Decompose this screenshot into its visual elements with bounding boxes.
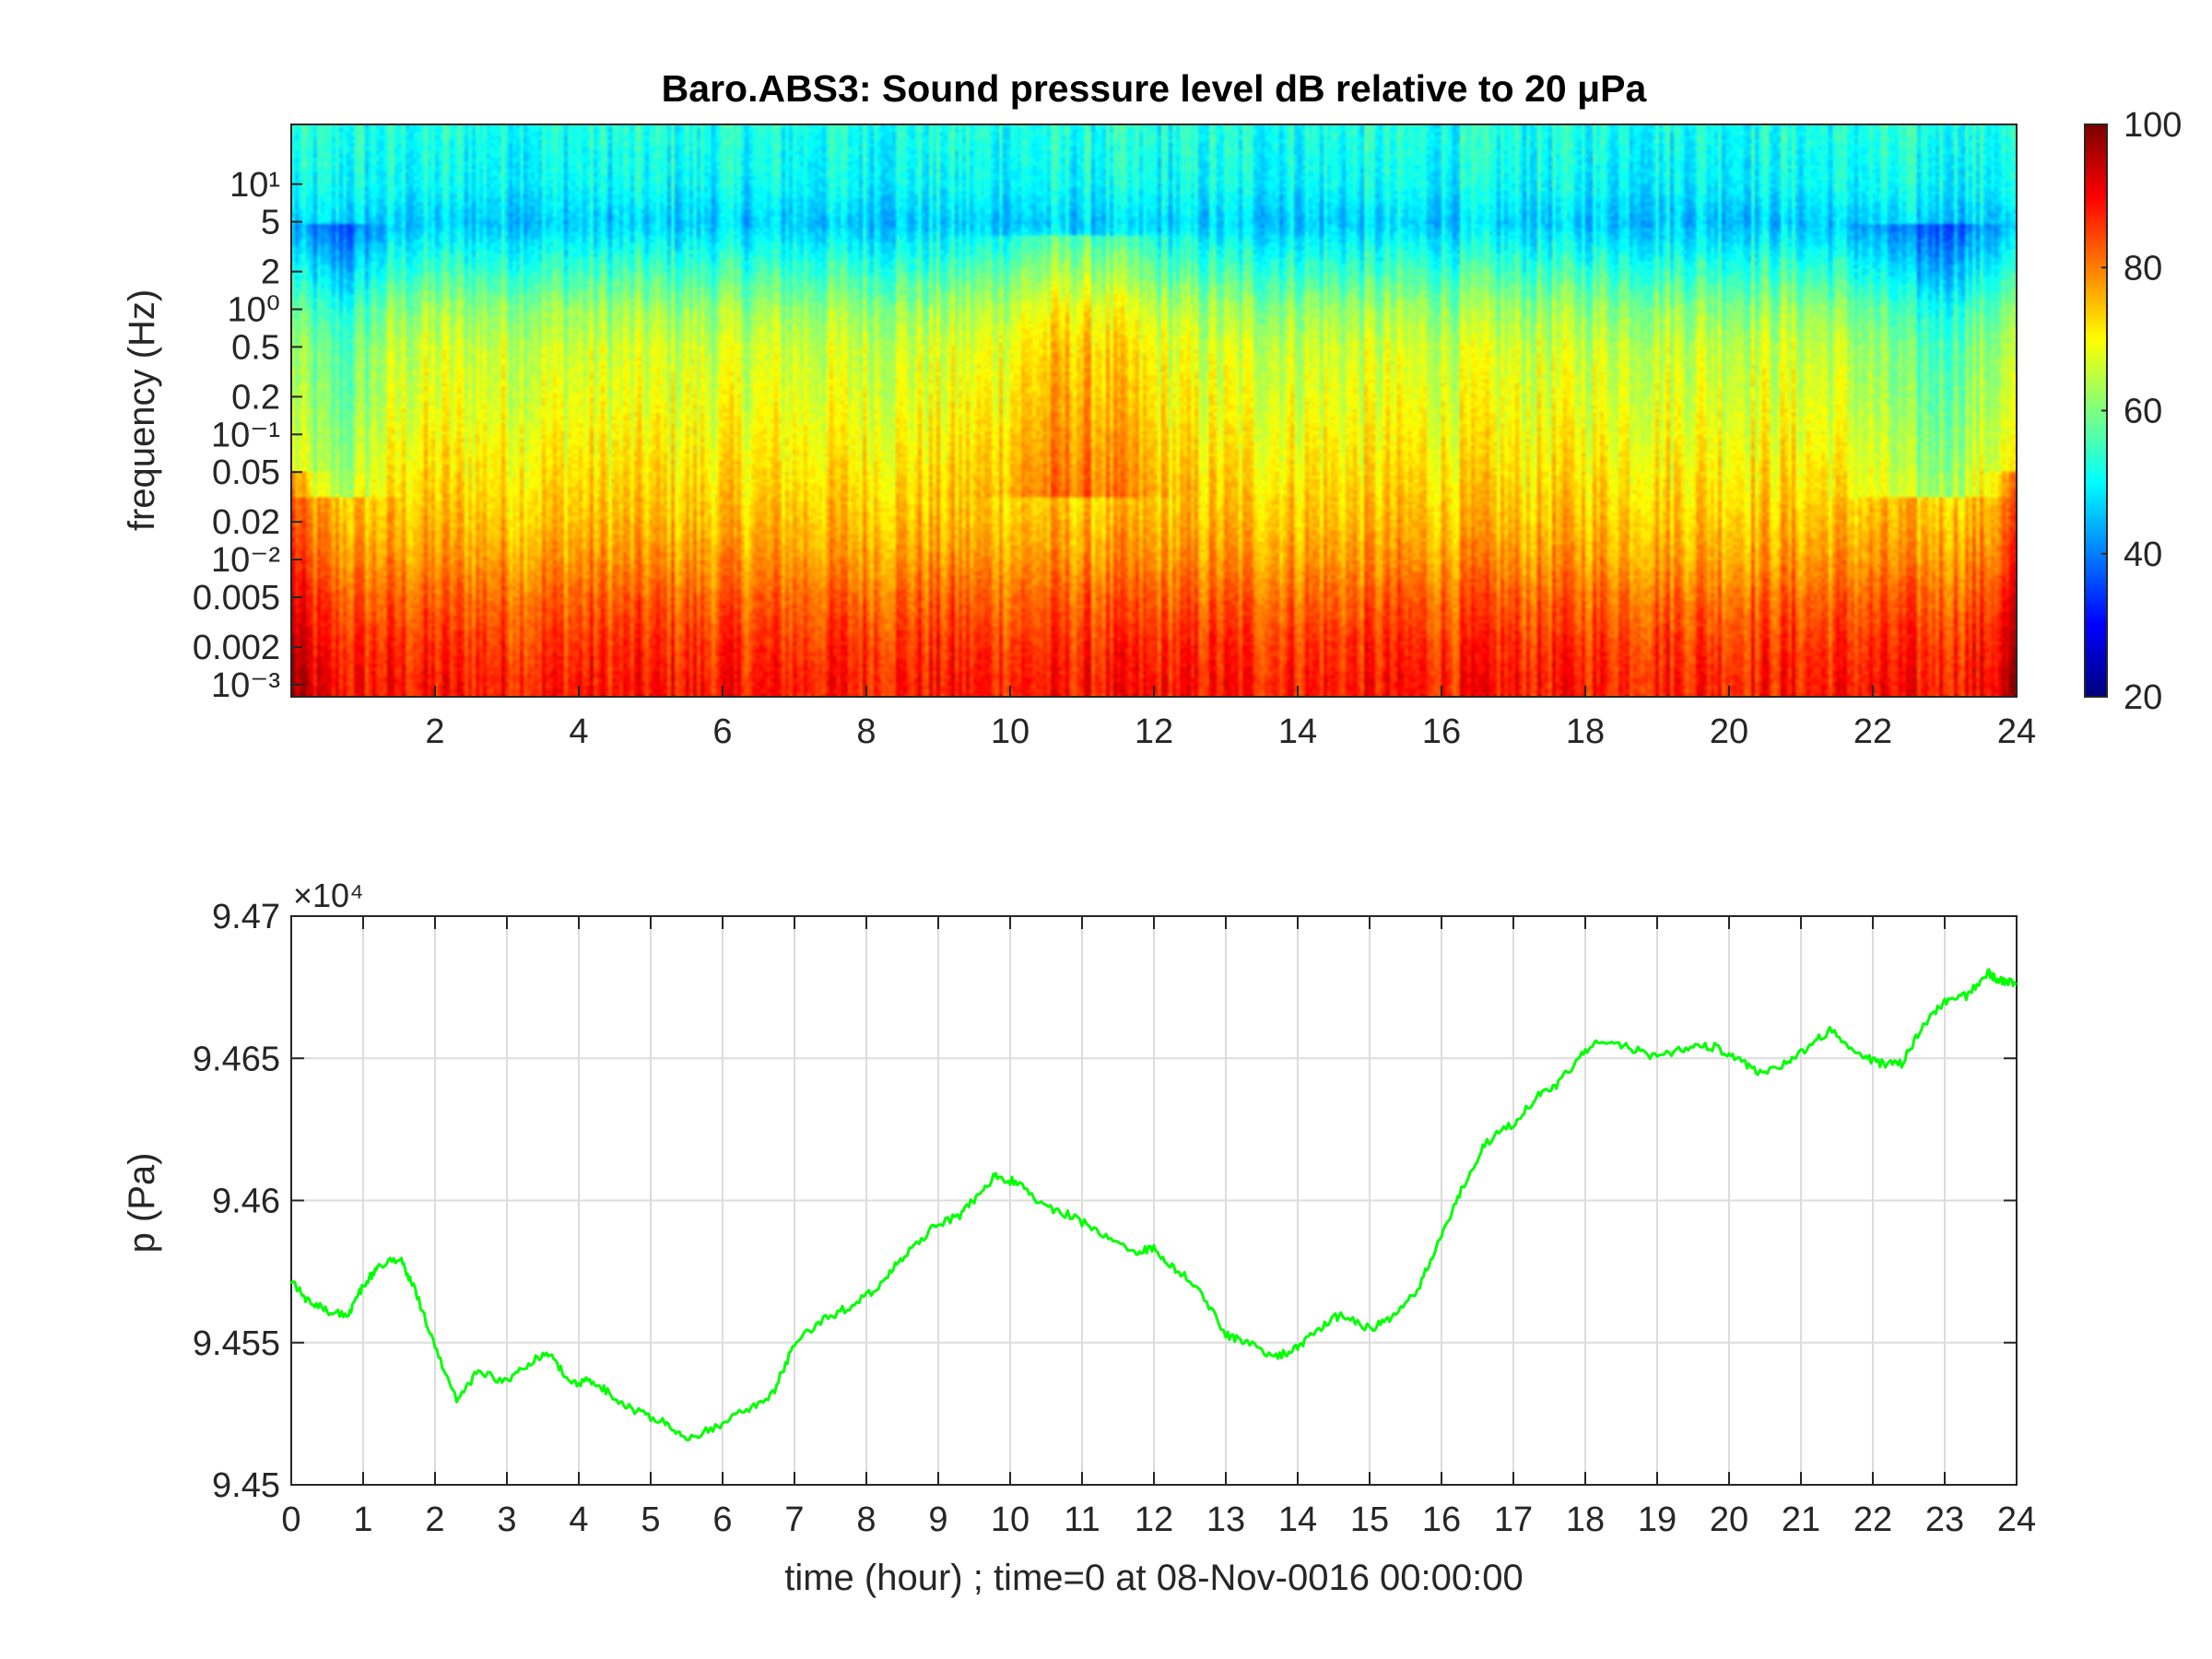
spectrogram-axes: 2 4 6 8 10 12 14 16 18 20 22 2410⁻³0.0020.00510⁻²0.… <box>193 124 2036 751</box>
line-x-tick-label: 6 <box>712 1500 732 1539</box>
line-x-tick-label: 1 <box>353 1500 372 1539</box>
line-x-tick-label: 16 <box>1422 1500 1461 1539</box>
colorbar-axes: 20 40 60 80 100 <box>2084 106 2182 717</box>
line-x-tick-label: 14 <box>1278 1500 1317 1539</box>
line-x-tick-label: 8 <box>856 1500 876 1539</box>
line-axes: 0 1 2 3 4 5 6 7 8 9 10 11 12 13 14 15 16 17 18 19 20 21 22 23 24… <box>193 898 2036 1539</box>
line-x-tick-label: 4 <box>569 1500 588 1539</box>
line-x-tick-label: 21 <box>1782 1500 1820 1539</box>
spectrogram-heatmap <box>291 124 2017 697</box>
spectrogram-x-tick-label: 4 <box>569 712 588 751</box>
colorbar-tick-label: 80 <box>2124 249 2162 288</box>
spectrogram-y-tick-label: 0.005 <box>193 579 280 618</box>
spectrogram-x-tick-label: 14 <box>1278 712 1317 751</box>
line-y-tick-label: 9.46 <box>212 1182 280 1221</box>
line-grid <box>290 915 2018 1486</box>
line-x-axis-label: time (hour) ; time=0 at 08-Nov-0016 00:0… <box>784 1558 1524 1598</box>
line-x-tick-label: 20 <box>1710 1500 1748 1539</box>
colorbar-tick-label: 60 <box>2124 393 2162 431</box>
spectrogram-y-tick-label: 0.02 <box>212 503 280 542</box>
spectrogram-x-tick-label: 20 <box>1710 712 1748 751</box>
line-x-tick-label: 23 <box>1925 1500 1964 1539</box>
line-x-tick-label: 10 <box>991 1500 1030 1539</box>
spectrogram-title: Baro.ABS3: Sound pressure level dB relat… <box>662 67 1648 110</box>
pressure-series-line <box>289 968 2018 1441</box>
line-x-tick-label: 0 <box>281 1500 300 1539</box>
spectrogram-x-tick-label: 18 <box>1566 712 1605 751</box>
line-y-axis-label: p (Pa) <box>122 1153 162 1253</box>
spectrogram-y-tick-label: 10¹ <box>229 166 280 205</box>
line-x-tick-label: 3 <box>497 1500 516 1539</box>
line-x-tick-label: 24 <box>1997 1500 2036 1539</box>
line-x-tick-label: 7 <box>784 1500 804 1539</box>
line-x-tick-label: 19 <box>1638 1500 1677 1539</box>
line-x-tick-label: 5 <box>641 1500 660 1539</box>
y-axis-multiplier: ×10⁴ <box>293 877 364 914</box>
line-y-tick-label: 9.465 <box>193 1040 280 1078</box>
spectrogram-y-tick-label: 0.2 <box>231 378 280 417</box>
spectrogram-x-tick-label: 16 <box>1422 712 1461 751</box>
line-x-tick-label: 12 <box>1135 1500 1173 1539</box>
spectrogram-y-axis-label: frequency (Hz) <box>122 289 162 531</box>
spectrogram-y-tick-label: 10⁻³ <box>211 666 280 705</box>
line-y-tick-label: 9.47 <box>212 898 280 936</box>
colorbar-tick-label: 40 <box>2124 535 2162 574</box>
spectrogram-y-tick-label: 10⁻² <box>211 541 280 580</box>
line-y-tick-label: 9.45 <box>212 1466 280 1505</box>
spectrogram-x-tick-label: 2 <box>425 712 444 751</box>
spectrogram-y-tick-label: 10⁰ <box>227 291 280 330</box>
spectrogram-x-tick-label: 8 <box>856 712 876 751</box>
spectrogram-y-tick-label: 2 <box>261 253 280 292</box>
line-x-tick-label: 9 <box>928 1500 947 1539</box>
spectrogram-y-tick-label: 0.05 <box>212 453 280 492</box>
spectrogram-y-tick-label: 5 <box>261 204 280 242</box>
line-x-tick-label: 15 <box>1350 1500 1389 1539</box>
spectrogram-x-tick-label: 24 <box>1997 712 2036 751</box>
spectrogram-x-tick-label: 6 <box>712 712 732 751</box>
spectrogram-x-tick-label: 22 <box>1853 712 1892 751</box>
line-x-tick-label: 18 <box>1566 1500 1605 1539</box>
line-x-tick-label: 13 <box>1206 1500 1245 1539</box>
colorbar-tick-label: 100 <box>2124 106 2182 145</box>
line-x-tick-label: 22 <box>1853 1500 1892 1539</box>
spectrogram-x-tick-label: 10 <box>991 712 1030 751</box>
spectrogram-y-tick-label: 0.5 <box>231 328 280 367</box>
line-x-tick-label: 17 <box>1494 1500 1533 1539</box>
spectrogram-frame <box>290 124 2018 698</box>
spectrogram-y-tick-label: 10⁻¹ <box>211 416 280 454</box>
colorbar-tick-label: 20 <box>2124 678 2162 717</box>
line-y-tick-label: 9.455 <box>193 1324 280 1363</box>
spectrogram-y-tick-label: 0.002 <box>193 629 280 667</box>
spectrogram-x-tick-label: 12 <box>1135 712 1173 751</box>
line-x-tick-label: 2 <box>425 1500 444 1539</box>
line-x-tick-label: 11 <box>1064 1500 1100 1539</box>
